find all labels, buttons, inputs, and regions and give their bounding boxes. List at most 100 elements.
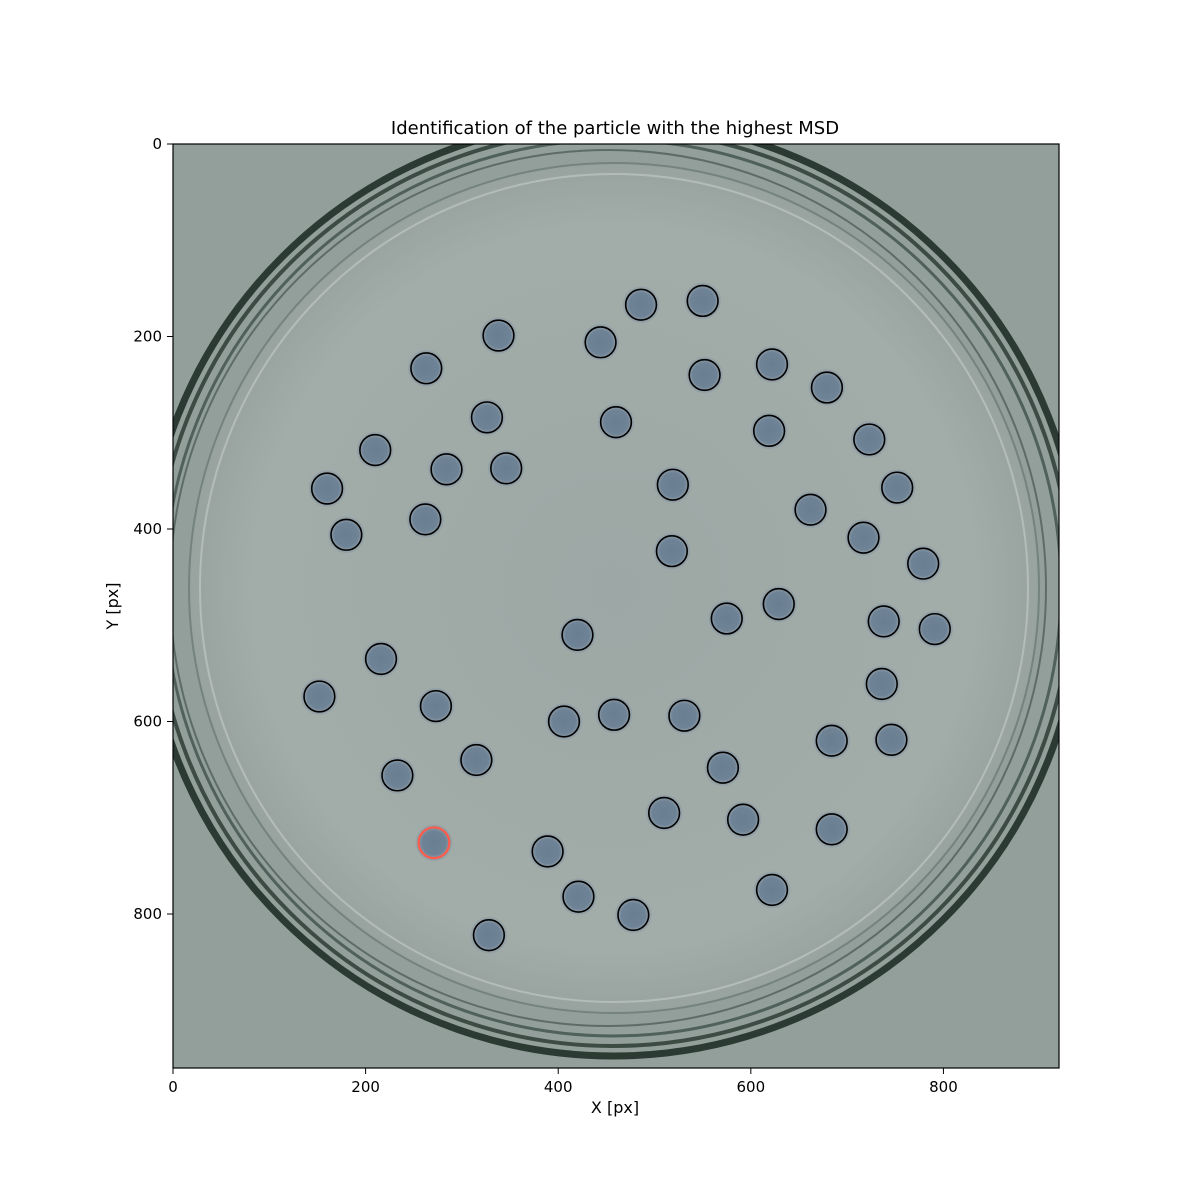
particle-marker [762,587,795,621]
particle-marker [617,898,650,932]
particle [653,532,691,570]
particle-body [559,616,596,654]
particle [808,369,846,406]
particle-marker [815,813,848,846]
y-tick-label: 200 [133,328,162,346]
particle [595,696,633,734]
particle-marker [867,605,900,638]
particle [865,603,903,640]
particle [614,896,652,934]
x-axis-ticks: 0 200 400 600 800 [168,1068,958,1096]
particle-marker [624,288,658,321]
particle-body [417,687,455,725]
particle-body [362,640,400,678]
particle-body [873,721,910,759]
particle-marker [381,759,414,792]
particle [878,469,916,506]
particle [582,323,619,361]
particle-body [415,824,453,862]
particle-body [487,450,525,487]
particle-marker [794,493,827,526]
particle-body [614,896,652,934]
particle-body [582,323,619,361]
particle [622,286,660,324]
particle [468,398,506,436]
particle [406,501,444,538]
particle-marker [710,602,743,635]
particle-marker [815,724,848,757]
particle-marker [410,352,443,385]
particle-body [878,469,916,506]
particle-body [724,801,762,839]
particle [850,421,888,458]
x-tick-label: 600 [737,1078,766,1096]
particle [480,317,517,354]
particle [545,703,583,740]
particle [684,282,722,320]
particle [560,878,597,916]
particle-marker [881,471,914,504]
particle-body [560,878,597,916]
particle-marker [656,468,689,501]
particle-body [428,450,465,488]
particle [428,450,465,488]
particle-layer [301,282,954,954]
particle-body [863,665,901,703]
particle [704,749,742,787]
particle-body [845,519,882,557]
particle-marker [755,348,789,381]
particle-body [356,431,394,469]
particle-marker [584,326,617,359]
particle-marker [597,698,631,731]
particle-body [622,286,660,324]
particle-marker [482,319,515,352]
particle-marker [918,612,951,646]
particle [417,687,455,725]
particle-marker [647,796,681,830]
particle-body [708,600,746,637]
particle [792,491,829,529]
particle-marker [706,751,740,784]
particle [708,600,746,637]
dish-rim-ring-3 [173,144,1059,1038]
particle-body [666,697,703,735]
particle [654,466,692,504]
particle [724,801,762,839]
particle-body [704,749,742,787]
particle-marker [907,547,940,580]
particle-marker [655,534,689,568]
particle-marker [853,423,886,456]
particle-marker [430,453,463,486]
particle [750,412,788,450]
particle [666,697,703,735]
dish-rim-ring-2 [173,144,1059,1048]
particle [529,833,566,870]
particle-marker [810,371,844,404]
particle-body [760,585,798,623]
particle [753,871,791,909]
particle [845,519,882,557]
particle-body [850,421,888,458]
particle-body [407,349,445,387]
y-axis-ticks: 0 200 400 600 800 [133,135,173,923]
dish-outer-rim [173,144,1059,1060]
particle-body [865,603,903,640]
particle [813,810,851,848]
dish-rim-ring-4 [173,149,1047,1027]
particle-marker [531,835,564,868]
particle [487,450,525,487]
y-tick-label: 400 [133,520,162,538]
particle-marker [599,406,633,439]
dish-inner-edge [199,173,1029,1003]
particle-body [597,403,635,441]
particle-marker [460,743,493,777]
particle [559,616,596,654]
particle-marker [330,518,363,551]
particle [645,794,683,832]
particle [904,545,942,583]
highlighted-particle [415,824,453,862]
particle-body [480,317,517,354]
particle [873,721,910,759]
y-axis-label: Y [px] [103,583,122,631]
particle [362,640,400,678]
